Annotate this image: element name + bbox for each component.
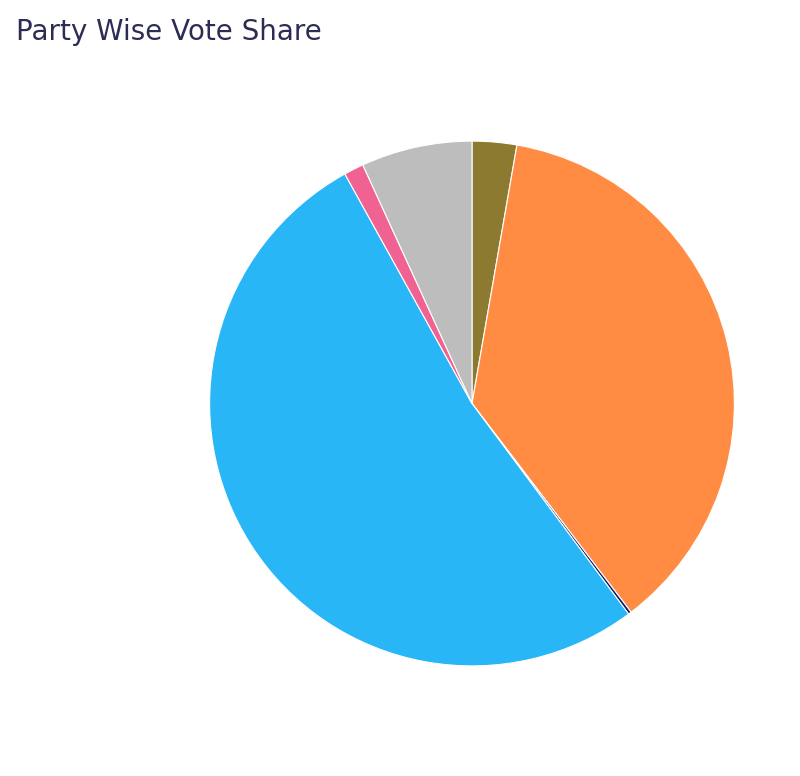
Wedge shape — [210, 174, 629, 666]
Wedge shape — [345, 165, 472, 404]
Wedge shape — [363, 141, 472, 404]
Wedge shape — [472, 145, 734, 612]
Wedge shape — [472, 404, 631, 614]
Text: Party Wise Vote Share: Party Wise Vote Share — [16, 18, 322, 46]
Wedge shape — [472, 141, 517, 404]
